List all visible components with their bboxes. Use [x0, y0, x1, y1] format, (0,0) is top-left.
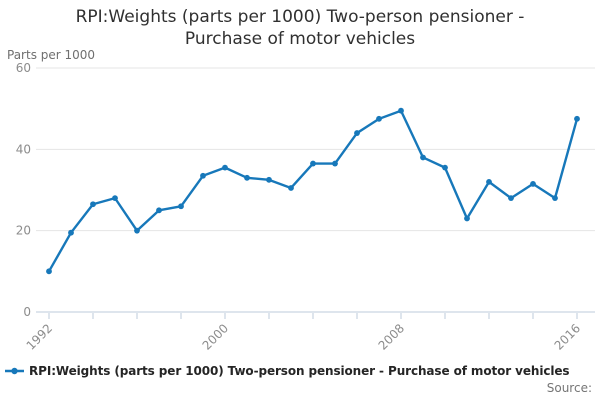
- data-point: [288, 185, 294, 191]
- x-tick-label: 2008: [376, 321, 407, 352]
- data-point: [486, 178, 492, 185]
- y-axis-unit-label: Parts per 1000: [7, 48, 96, 62]
- data-point: [552, 195, 558, 202]
- data-point: [354, 130, 360, 136]
- data-point: [46, 268, 52, 275]
- x-tick-label: 2000: [200, 321, 231, 352]
- data-point: [112, 195, 118, 202]
- data-point: [134, 227, 140, 234]
- chart-legend: RPI:Weights (parts per 1000) Two-person …: [5, 364, 570, 378]
- chart-title: RPI:Weights (parts per 1000) Two-person …: [0, 6, 600, 50]
- data-point: [244, 174, 250, 181]
- data-point: [332, 160, 338, 167]
- x-tick-label: 1992: [24, 321, 55, 352]
- source-label: Source:: [546, 381, 592, 395]
- data-point: [464, 215, 470, 222]
- data-point: [442, 164, 448, 171]
- y-tick-label: 0: [23, 305, 31, 319]
- data-point: [90, 201, 96, 208]
- data-point: [222, 164, 228, 171]
- legend-label: RPI:Weights (parts per 1000) Two-person …: [29, 364, 570, 378]
- data-point: [68, 229, 74, 236]
- data-line: [47, 109, 579, 273]
- data-point: [156, 207, 162, 214]
- y-tick-label: 60: [16, 61, 31, 75]
- data-point: [178, 203, 184, 210]
- x-tick-label: 2016: [552, 321, 583, 352]
- data-point: [398, 107, 404, 114]
- data-point: [200, 172, 206, 179]
- y-tick-label: 40: [16, 142, 31, 156]
- data-point: [266, 176, 272, 183]
- data-point: [310, 160, 316, 167]
- data-point: [376, 115, 382, 122]
- data-point: [420, 154, 426, 161]
- data-point: [574, 115, 580, 122]
- chart-title-line2: Purchase of motor vehicles: [184, 29, 416, 50]
- y-tick-label: 20: [16, 224, 31, 238]
- legend-line-marker-icon: [5, 367, 24, 375]
- chart-title-line1: RPI:Weights (parts per 1000) Two-person …: [75, 7, 525, 27]
- data-point: [508, 195, 514, 202]
- data-point: [530, 180, 536, 187]
